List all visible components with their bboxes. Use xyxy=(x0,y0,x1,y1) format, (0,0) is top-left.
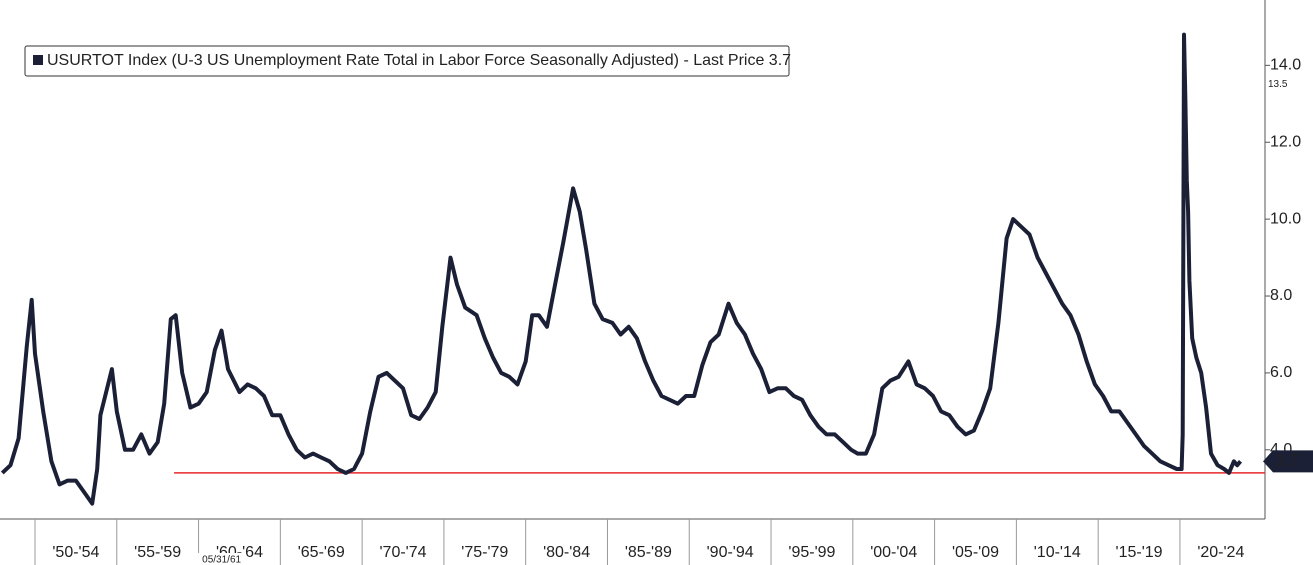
x-tick-label: '70-'74 xyxy=(380,544,427,561)
y-tick-label: 14.0 xyxy=(1270,57,1301,74)
legend-swatch xyxy=(33,55,43,65)
legend-label: USURTOT Index (U-3 US Unemployment Rate … xyxy=(47,52,791,69)
y-tick-label: 10.0 xyxy=(1270,210,1301,227)
x-tick-label: '55-'59 xyxy=(134,544,181,561)
y-marker-label: 13.5 xyxy=(1268,79,1288,90)
x-marker-label: 05/31/61 xyxy=(202,555,241,565)
series-line xyxy=(0,32,1243,506)
price-tag xyxy=(1263,450,1313,473)
x-tick-label: '65-'69 xyxy=(298,544,345,561)
x-marker-bg xyxy=(197,553,246,565)
x-tick-label: '90-'94 xyxy=(707,544,754,561)
x-tick-label: '20-'24 xyxy=(1197,544,1244,561)
x-tick-label: '00-'04 xyxy=(870,544,917,561)
y-tick-label: 8.0 xyxy=(1270,287,1292,304)
x-tick-label: '10-'14 xyxy=(1034,544,1081,561)
x-tick-label: '80-'84 xyxy=(543,544,590,561)
x-tick-label: '15-'19 xyxy=(1116,544,1163,561)
price-tag-label: 3.7 xyxy=(1275,451,1299,470)
x-tick-label: '95-'99 xyxy=(788,544,835,561)
x-tick-label: '50-'54 xyxy=(52,544,99,561)
x-tick-label: '75-'79 xyxy=(461,544,508,561)
y-marker-bg xyxy=(1267,78,1291,91)
legend: USURTOT Index (U-3 US Unemployment Rate … xyxy=(24,45,791,77)
x-tick-label: '05-'09 xyxy=(952,544,999,561)
y-tick-label: 6.0 xyxy=(1270,364,1292,381)
y-tick-label: 12.0 xyxy=(1270,133,1301,150)
legend-box xyxy=(24,45,790,77)
x-tick-label: '85-'89 xyxy=(625,544,672,561)
